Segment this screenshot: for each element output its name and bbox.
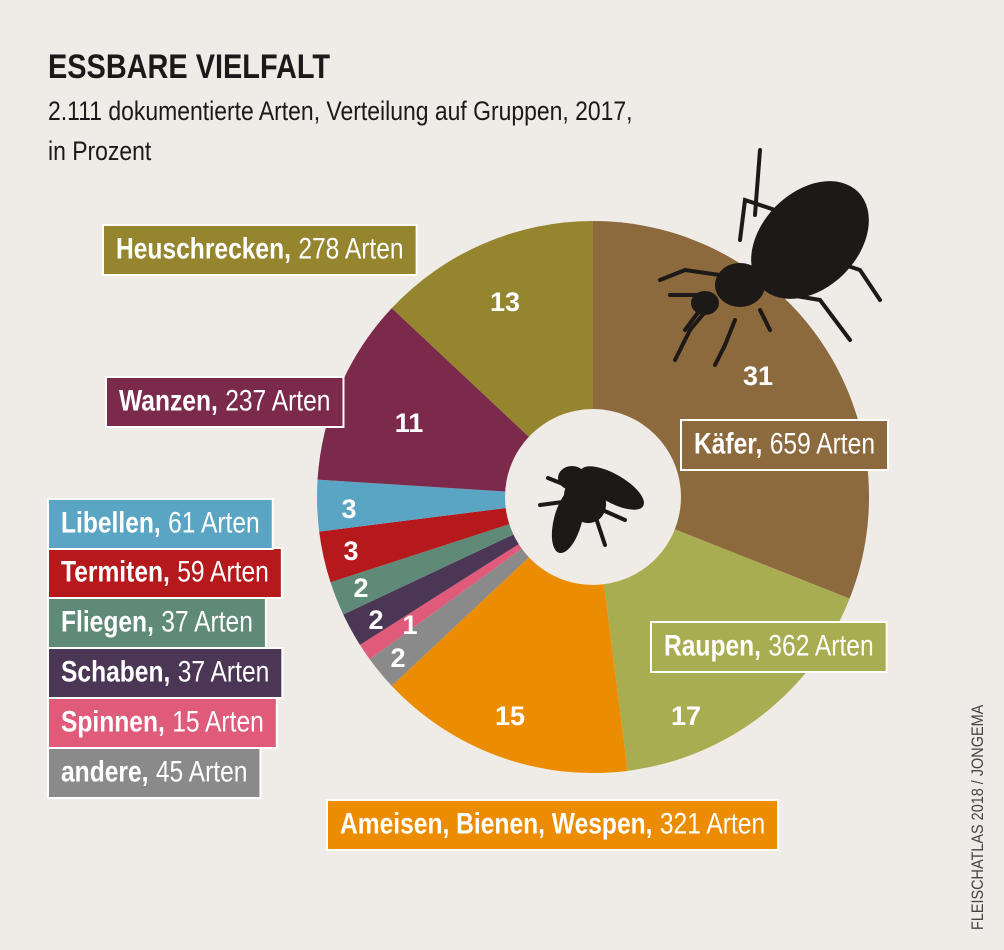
legend-entry: Termiten, 59 Arten — [47, 547, 283, 599]
beetle-icon — [658, 148, 882, 367]
legend-count: 37 Arten — [178, 655, 270, 689]
slice-value-label: 17 — [671, 701, 701, 731]
legend-box — [102, 224, 418, 276]
legend-text: Käfer, 659 Arten — [694, 427, 875, 461]
legend-count: 362 Arten — [768, 629, 873, 663]
legend-count: 278 Arten — [298, 232, 403, 266]
legend-text-group: Fliegen, 37 Arten — [61, 605, 253, 639]
slice-value-label: 13 — [490, 287, 520, 317]
legend-name: Spinnen, — [61, 705, 165, 739]
legend-text-group: Libellen, 61 Arten — [61, 506, 260, 540]
legend-text: Termiten, 59 Arten — [61, 555, 269, 589]
legend-text: Wanzen, 237 Arten — [119, 384, 330, 418]
legend-count: 37 Arten — [161, 605, 253, 639]
legend-text: Raupen, 362 Arten — [664, 629, 874, 663]
legend-name: Heuschrecken, — [116, 232, 291, 266]
legend-name: Käfer, — [694, 427, 762, 461]
legend-text: Spinnen, 15 Arten — [61, 705, 264, 739]
legend-box — [47, 498, 274, 550]
slice-value-label: 2 — [390, 643, 405, 673]
legend-text: Ameisen, Bienen, Wespen, 321 Arten — [340, 807, 765, 841]
legend-entry: Spinnen, 15 Arten — [47, 697, 278, 749]
fly-icon — [538, 466, 644, 554]
legend-count: 45 Arten — [156, 755, 248, 789]
legend-box — [326, 799, 780, 851]
legend-count: 59 Arten — [177, 555, 269, 589]
legend-name: Wanzen, — [119, 384, 218, 418]
legend-entry: Heuschrecken, 278 Arten — [102, 224, 418, 276]
legend-count: 15 Arten — [172, 705, 264, 739]
legend-entry: Fliegen, 37 Arten — [47, 597, 267, 649]
chart-subtitle: 2.111 dokumentierte Arten, Verteilung au… — [48, 96, 633, 126]
legend-text-group: Spinnen, 15 Arten — [61, 705, 264, 739]
slice-value-label: 31 — [743, 361, 773, 391]
legend-box — [47, 747, 262, 799]
legend-box — [105, 376, 345, 428]
legend-entry: Ameisen, Bienen, Wespen, 321 Arten — [326, 799, 780, 851]
pie-slice — [317, 479, 593, 532]
legend-text-group: Schaben, 37 Arten — [61, 655, 269, 689]
credit-group: FLEISCHATLAS 2018 / JONGEMA — [969, 704, 987, 930]
legend-entry: Libellen, 61 Arten — [47, 498, 274, 550]
legend-entry: Wanzen, 237 Arten — [105, 376, 345, 428]
legend-count: 61 Arten — [168, 506, 260, 540]
legend-box — [47, 647, 284, 699]
legend-count: 659 Arten — [770, 427, 875, 461]
legend-text-group: andere, 45 Arten — [61, 755, 247, 789]
legend-entry: Käfer, 659 Arten — [680, 419, 890, 471]
legend-text: andere, 45 Arten — [61, 755, 247, 789]
slice-value-label: 1 — [402, 610, 417, 640]
legend-text-group: Raupen, 362 Arten — [664, 629, 874, 663]
legend-name: Ameisen, Bienen, Wespen, — [340, 807, 652, 841]
legend-name: Termiten, — [61, 555, 170, 589]
chart-title: ESSBARE VIELFALT — [48, 47, 330, 86]
legend-text: Fliegen, 37 Arten — [61, 605, 253, 639]
legend-name: Fliegen, — [61, 605, 154, 639]
legend-text-group: Käfer, 659 Arten — [694, 427, 875, 461]
legend-text-group: Heuschrecken, 278 Arten — [116, 232, 404, 266]
legend-entry: Schaben, 37 Arten — [47, 647, 284, 699]
legend-entry: Raupen, 362 Arten — [650, 621, 888, 673]
credit: FLEISCHATLAS 2018 / JONGEMA — [969, 704, 987, 930]
slice-value-label: 11 — [395, 408, 424, 438]
legend-count: 237 Arten — [225, 384, 330, 418]
slice-value-label: 2 — [353, 573, 368, 603]
legend-text-group: Termiten, 59 Arten — [61, 555, 269, 589]
slice-value-label: 3 — [341, 494, 356, 524]
legend-box — [650, 621, 888, 673]
slice-value-label: 2 — [368, 605, 383, 635]
legend-name: andere, — [61, 755, 148, 789]
chart-subtitle: in Prozent — [48, 136, 151, 166]
legend-box — [47, 697, 278, 749]
subtitle-group: 2.111 dokumentierte Arten, Verteilung au… — [48, 96, 633, 166]
legend-count: 321 Arten — [660, 807, 765, 841]
legend-box — [680, 419, 890, 471]
legend-text: Libellen, 61 Arten — [61, 506, 260, 540]
legend-text: Schaben, 37 Arten — [61, 655, 269, 689]
legend-name: Raupen, — [664, 629, 761, 663]
legend-name: Schaben, — [61, 655, 170, 689]
slice-value-label: 15 — [495, 701, 525, 731]
title-group: ESSBARE VIELFALT — [48, 47, 330, 86]
legend-box — [47, 597, 267, 649]
legend-name: Libellen, — [61, 506, 161, 540]
legend-text: Heuschrecken, 278 Arten — [116, 232, 404, 266]
legend-text-group: Wanzen, 237 Arten — [119, 384, 330, 418]
legend-text-group: Ameisen, Bienen, Wespen, 321 Arten — [340, 807, 765, 841]
legend-entry: andere, 45 Arten — [47, 747, 262, 799]
slice-value-label: 3 — [343, 536, 358, 566]
